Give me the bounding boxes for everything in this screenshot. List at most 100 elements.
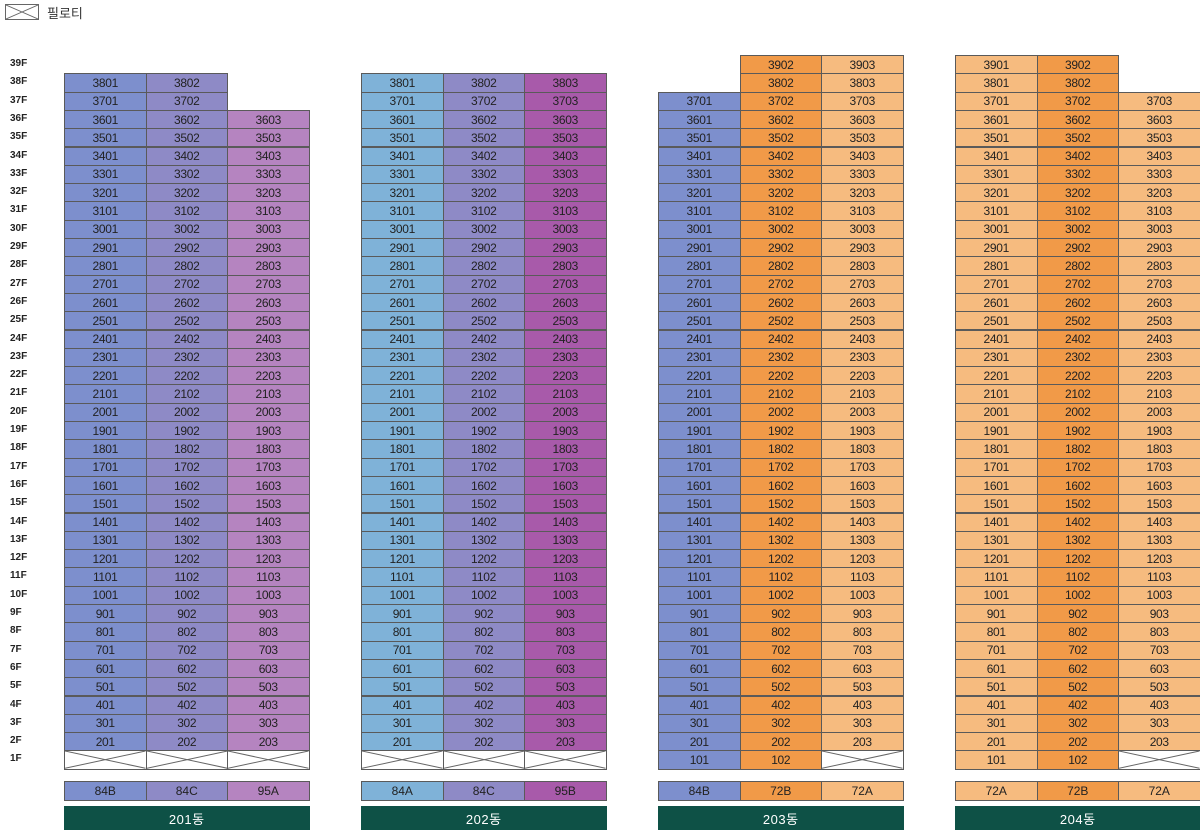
unit-cell: 2903 — [227, 238, 310, 258]
unit-cell: 3602 — [442, 109, 525, 130]
unit-cell: 602 — [442, 658, 525, 679]
floor-label: 26F — [10, 295, 28, 307]
unit-cell: 501 — [64, 677, 147, 697]
pilotis-cell — [821, 750, 904, 770]
unit-cell: 201 — [361, 732, 444, 752]
unit-cell: 3603 — [1118, 109, 1200, 130]
unit-cell: 2801 — [955, 256, 1038, 276]
pilotis-legend-swatch — [5, 4, 39, 20]
unit-cell: 2303 — [1118, 347, 1200, 368]
unit-cell: 3902 — [1036, 55, 1119, 75]
unit-cell: 3103 — [227, 201, 310, 221]
unit-cell: 3201 — [658, 183, 741, 203]
floor-label: 13F — [10, 533, 28, 545]
unit-cell: 3002 — [739, 219, 822, 239]
unit-cell: 1301 — [955, 530, 1038, 551]
unit-cell: 902 — [145, 604, 228, 624]
unit-cell: 1603 — [821, 475, 904, 496]
unit-cell: 3203 — [227, 183, 310, 203]
unit-cell: 303 — [821, 713, 904, 734]
unit-cell: 1501 — [361, 494, 444, 514]
unit-cell: 3003 — [227, 219, 310, 239]
unit-cell: 2902 — [1036, 238, 1119, 258]
floor-label: 14F — [10, 515, 28, 527]
unit-cell: 1801 — [64, 439, 147, 459]
floor-label: 1F — [10, 753, 22, 765]
unit-cell: 1103 — [1118, 567, 1200, 587]
unit-cell: 802 — [1036, 622, 1119, 642]
unit-type-label: 84C — [442, 781, 525, 801]
unit-cell: 3501 — [658, 128, 741, 148]
unit-cell: 2602 — [739, 292, 822, 313]
pilotis-cell — [145, 750, 228, 770]
unit-cell: 1103 — [821, 567, 904, 587]
unit-cell: 3303 — [227, 164, 310, 185]
unit-cell: 2002 — [442, 402, 525, 422]
unit-cell: 1101 — [658, 567, 741, 587]
unit-cell: 3901 — [955, 55, 1038, 75]
unit-cell: 2702 — [1036, 274, 1119, 294]
unit-cell: 2302 — [1036, 347, 1119, 368]
unit-cell: 1803 — [524, 439, 607, 459]
unit-cell: 1101 — [361, 567, 444, 587]
unit-cell: 402 — [1036, 695, 1119, 715]
unit-cell: 2602 — [145, 292, 228, 313]
unit-cell: 1501 — [658, 494, 741, 514]
unit-cell: 2203 — [524, 366, 607, 386]
unit-cell: 2003 — [227, 402, 310, 422]
unit-cell: 1001 — [658, 585, 741, 605]
unit-cell: 2403 — [821, 329, 904, 349]
unit-cell: 1802 — [739, 439, 822, 459]
unit-cell: 3801 — [955, 73, 1038, 93]
unit-cell: 3702 — [442, 91, 525, 111]
unit-cell: 2201 — [361, 366, 444, 386]
floor-label: 7F — [10, 643, 22, 655]
unit-cell: 601 — [955, 658, 1038, 679]
unit-cell: 1402 — [1036, 512, 1119, 532]
unit-cell: 1202 — [442, 549, 525, 569]
unit-cell: 1903 — [1118, 421, 1200, 441]
unit-cell: 1001 — [955, 585, 1038, 605]
unit-cell: 1602 — [1036, 475, 1119, 496]
floor-label: 28F — [10, 259, 28, 271]
unit-cell: 902 — [1036, 604, 1119, 624]
unit-cell: 502 — [1036, 677, 1119, 697]
floor-label: 35F — [10, 131, 28, 143]
unit-cell: 1303 — [1118, 530, 1200, 551]
unit-type-label: 84C — [145, 781, 228, 801]
building-label: 202동 — [361, 806, 607, 830]
floor-label: 37F — [10, 94, 28, 106]
unit-cell: 3502 — [145, 128, 228, 148]
floor-label: 34F — [10, 149, 28, 161]
unit-cell: 1401 — [955, 512, 1038, 532]
unit-cell: 702 — [145, 640, 228, 660]
unit-cell: 1602 — [739, 475, 822, 496]
unit-cell: 2402 — [1036, 329, 1119, 349]
unit-cell: 2203 — [227, 366, 310, 386]
unit-cell: 303 — [1118, 713, 1200, 734]
unit-cell: 1103 — [227, 567, 310, 587]
unit-cell: 2101 — [955, 384, 1038, 404]
unit-cell: 3002 — [145, 219, 228, 239]
unit-cell: 3301 — [64, 164, 147, 185]
unit-cell: 3503 — [821, 128, 904, 148]
unit-cell: 602 — [1036, 658, 1119, 679]
pilotis-legend-label: 필로티 — [47, 5, 83, 21]
unit-cell: 601 — [64, 658, 147, 679]
unit-cell: 1702 — [145, 457, 228, 477]
unit-cell: 1201 — [64, 549, 147, 569]
unit-cell: 2202 — [145, 366, 228, 386]
floor-label: 16F — [10, 478, 28, 490]
unit-cell: 3103 — [821, 201, 904, 221]
unit-cell: 2402 — [145, 329, 228, 349]
unit-cell: 2901 — [64, 238, 147, 258]
floor-label: 4F — [10, 698, 22, 710]
unit-cell: 3501 — [64, 128, 147, 148]
unit-cell: 3402 — [739, 146, 822, 166]
floor-label: 24F — [10, 332, 28, 344]
unit-cell: 3301 — [361, 164, 444, 185]
unit-cell: 1601 — [64, 475, 147, 496]
unit-cell: 1102 — [739, 567, 822, 587]
unit-cell: 1802 — [1036, 439, 1119, 459]
unit-cell: 1801 — [658, 439, 741, 459]
